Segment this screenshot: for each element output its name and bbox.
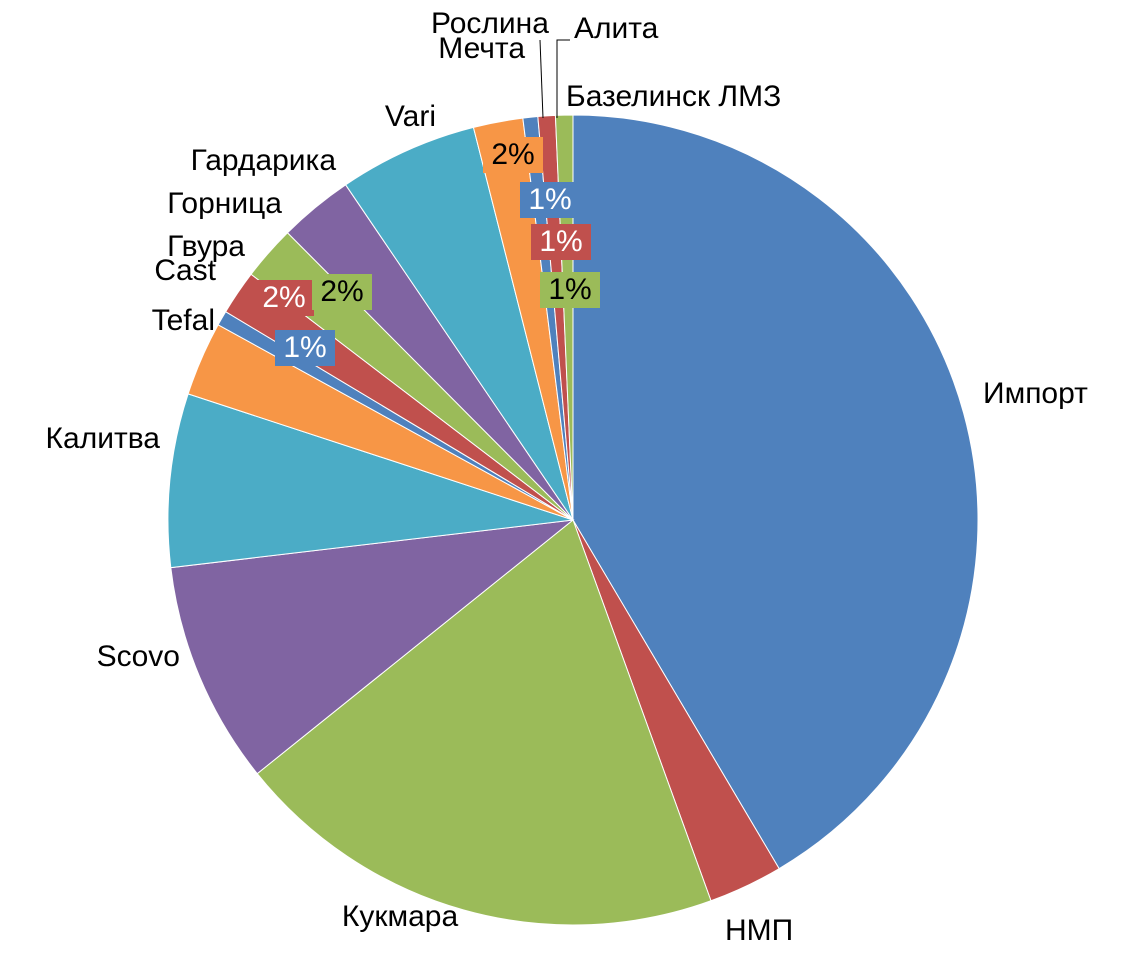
category-label: Scovo bbox=[97, 640, 180, 673]
category-label: Vari bbox=[385, 100, 436, 133]
value-label-box bbox=[483, 137, 543, 173]
leader-line bbox=[539, 39, 544, 119]
category-label: Гардарика bbox=[191, 144, 337, 177]
value-label: 1% bbox=[539, 225, 582, 258]
category-label: Рослина bbox=[431, 7, 549, 40]
value-label-box bbox=[254, 280, 314, 316]
pie-slice bbox=[167, 393, 574, 569]
value-label: 2% bbox=[491, 138, 534, 171]
value-label: 2% bbox=[262, 281, 305, 314]
value-label-box bbox=[540, 272, 600, 308]
category-label: НМП bbox=[725, 914, 793, 947]
category-label: Базелинск ЛМЗ bbox=[566, 80, 781, 113]
value-label-box bbox=[275, 330, 335, 366]
category-label: Горница bbox=[167, 187, 282, 220]
category-label: Алита bbox=[574, 12, 659, 45]
value-label: 1% bbox=[528, 183, 571, 216]
pie-slice bbox=[344, 126, 574, 521]
category-label: Гвура bbox=[167, 230, 245, 263]
pie-slice bbox=[572, 114, 979, 870]
value-label: 1% bbox=[548, 273, 591, 306]
category-label: Импорт bbox=[983, 377, 1088, 410]
value-label-box bbox=[520, 182, 580, 218]
value-label: 2% bbox=[320, 275, 363, 308]
category-label: Cast bbox=[154, 254, 216, 287]
value-label: 1% bbox=[283, 331, 326, 364]
value-label-box bbox=[312, 274, 372, 310]
pie-slice bbox=[256, 519, 712, 926]
category-label: Кукмара bbox=[342, 900, 459, 933]
category-label: Tefal bbox=[152, 304, 215, 337]
category-label: Калитва bbox=[46, 422, 161, 455]
category-label: Мечта bbox=[438, 32, 525, 65]
value-label-box bbox=[531, 224, 591, 260]
pie-slice bbox=[170, 519, 575, 775]
leader-line bbox=[556, 39, 570, 118]
